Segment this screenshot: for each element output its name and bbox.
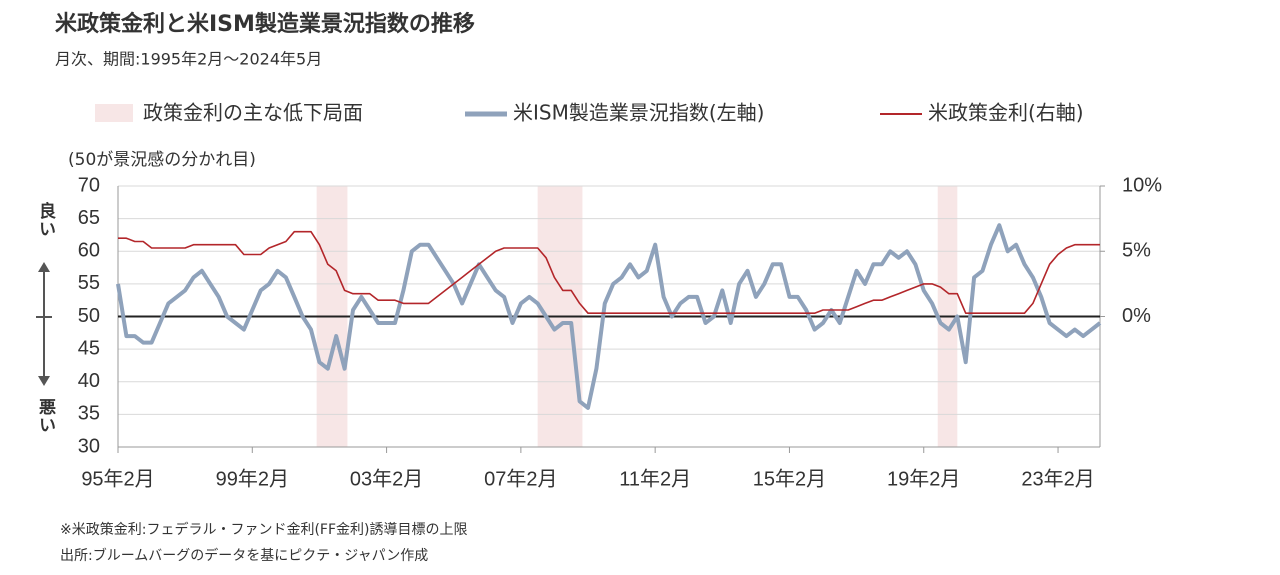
y-tick-label: 35 xyxy=(78,403,100,425)
y-tick-label: 45 xyxy=(78,337,100,359)
y-tick-label: 55 xyxy=(78,272,100,294)
x-tick-label: 19年2月 xyxy=(887,467,960,490)
series-line xyxy=(116,223,1102,410)
legend-swatch xyxy=(95,104,133,122)
y2-tick-label: 5% xyxy=(1122,240,1151,262)
chart-title: 米政策金利と米ISM製造業景況指数の推移 xyxy=(55,11,475,37)
y2-tick-label: 0% xyxy=(1122,305,1151,327)
legend-label: 米政策金利(右軸) xyxy=(928,101,1084,125)
x-tick-label: 11年2月 xyxy=(619,467,691,490)
bad-label: 悪い xyxy=(35,398,55,434)
y-tick-label: 65 xyxy=(78,207,100,229)
y-tick-label: 50 xyxy=(78,305,100,327)
note: ※米政策金利:フェデラル・ファンド金利(FF金利)誘導目標の上限 xyxy=(60,521,467,538)
x-tick-label: 07年2月 xyxy=(484,467,557,490)
y2-tick-label: 10% xyxy=(1122,174,1162,196)
y-tick-label: 30 xyxy=(78,435,100,457)
x-tick-label: 03年2月 xyxy=(350,467,423,490)
legend-label: 政策金利の主な低下局面 xyxy=(143,101,363,125)
y-tick-label: 40 xyxy=(78,370,100,392)
chart-subtitle: 月次、期間:1995年2月～2024年5月 xyxy=(55,50,322,69)
note: 出所:ブルームバーグのデータを基にピクテ・ジャパン作成 xyxy=(60,547,428,564)
legend-label: 米ISM製造業景況指数(左軸) xyxy=(513,101,764,125)
series-line xyxy=(118,230,1100,314)
x-tick-label: 23年2月 xyxy=(1021,467,1094,490)
y-tick-label: 70 xyxy=(78,174,100,196)
annotation: (50が景況感の分かれ目) xyxy=(68,150,256,170)
x-tick-label: 95年2月 xyxy=(81,467,154,490)
x-tick-label: 15年2月 xyxy=(753,467,826,490)
x-tick-label: 99年2月 xyxy=(216,467,289,490)
y-tick-label: 60 xyxy=(78,240,100,262)
good-label: 良い xyxy=(35,202,55,238)
